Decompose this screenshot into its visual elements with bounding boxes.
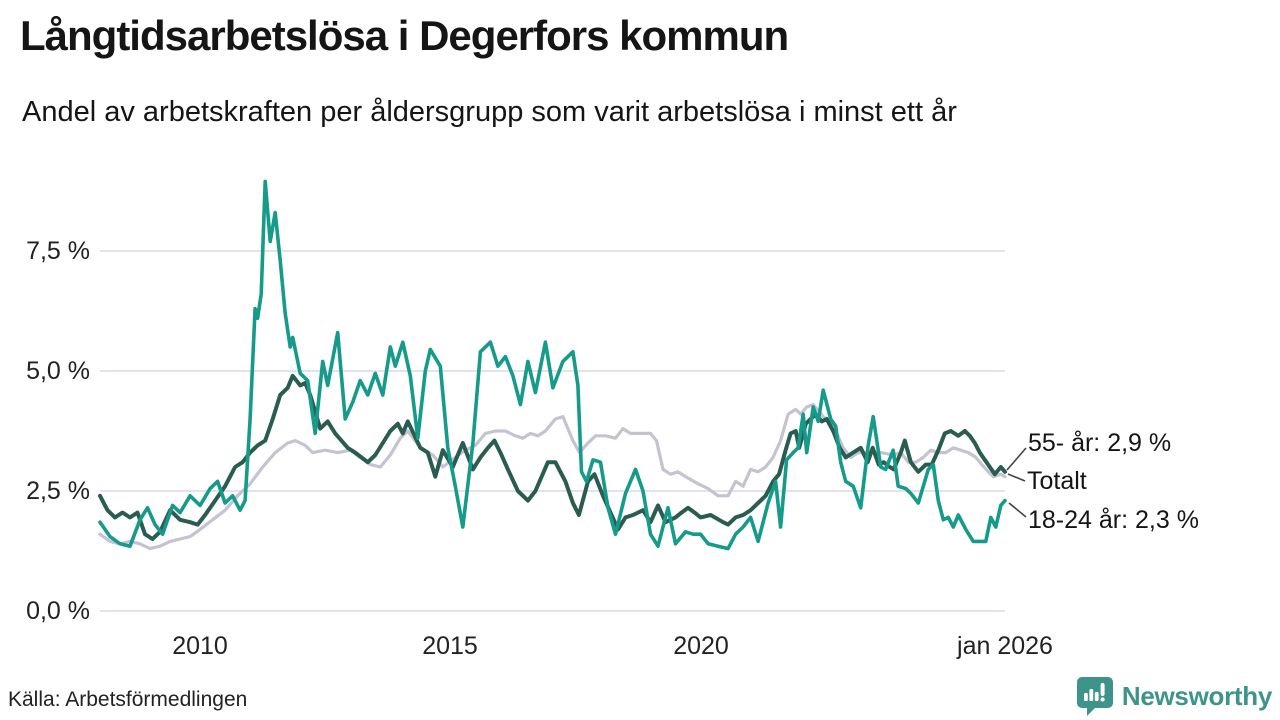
page-title: Långtidsarbetslösa i Degerfors kommun bbox=[20, 12, 789, 59]
label-leader-line bbox=[1007, 473, 1026, 482]
series-end-label-totalt: Totalt bbox=[1027, 467, 1087, 495]
label-leader-line bbox=[1008, 502, 1027, 518]
series-line-totalt bbox=[98, 403, 1007, 551]
x-tick-label-2020: 2020 bbox=[673, 632, 729, 660]
series-line-55-r bbox=[98, 373, 1007, 541]
source-note: Källa: Arbetsförmedlingen bbox=[8, 688, 248, 711]
newsworthy-logo-icon bbox=[1076, 676, 1114, 716]
y-tick-label-0: 0,0 % bbox=[26, 597, 90, 625]
x-tick-label-2015: 2015 bbox=[422, 632, 478, 660]
newsworthy-logo: Newsworthy bbox=[1076, 676, 1272, 716]
x-tick-label-jan-2026: jan 2026 bbox=[957, 632, 1053, 660]
series-end-label-18-24: 18-24 år: 2,3 % bbox=[1028, 506, 1199, 534]
chart-subtitle: Andel av arbetskraften per åldersgrupp s… bbox=[22, 96, 957, 128]
x-tick-label-2010: 2010 bbox=[172, 632, 228, 660]
y-tick-label-2-5: 2,5 % bbox=[26, 477, 90, 505]
series-end-label-55: 55- år: 2,9 % bbox=[1028, 429, 1172, 457]
y-tick-label-5-0: 5,0 % bbox=[26, 357, 90, 385]
series-line-18-24-r bbox=[98, 179, 1007, 551]
label-leader-line bbox=[1006, 447, 1027, 471]
y-tick-label-7-5: 7,5 % bbox=[26, 237, 90, 265]
newsworthy-wordmark: Newsworthy bbox=[1121, 680, 1272, 711]
